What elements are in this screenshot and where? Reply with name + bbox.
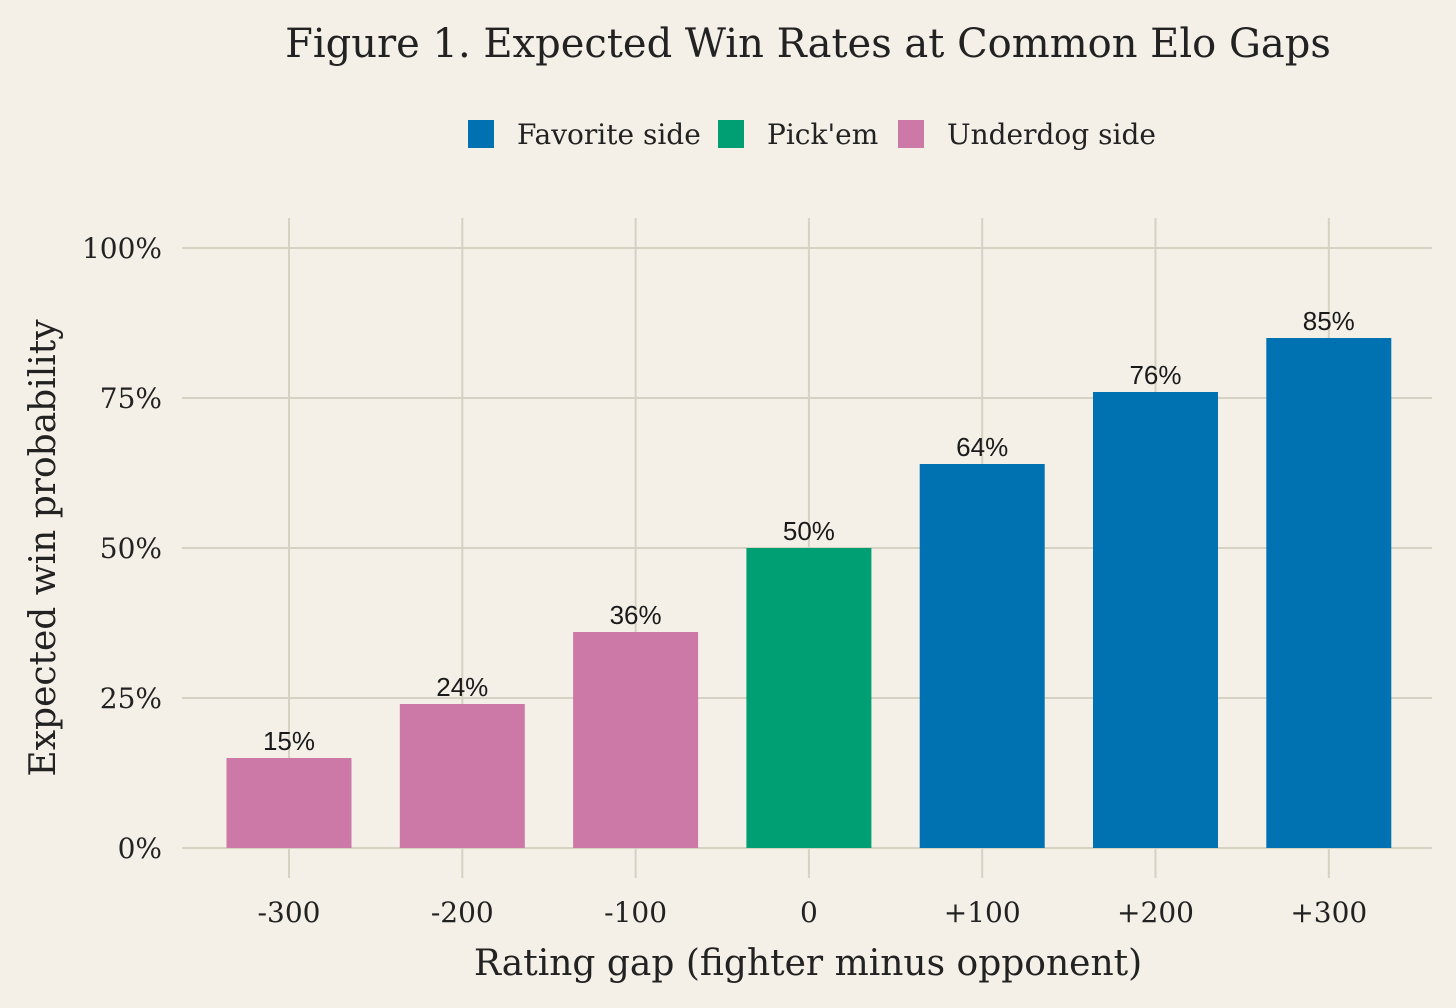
bar-value-label: 36% [610,600,662,630]
y-tick-label: 50% [100,532,162,565]
bar-value-label: 76% [1129,360,1181,390]
x-axis-ticks: -300 -200 -100 0 +100 +200 +300 [258,896,1368,929]
y-tick-label: 100% [82,232,162,265]
x-tick-label: +200 [1117,896,1194,929]
x-tick-label: -100 [604,896,667,929]
x-tick-label: 0 [800,896,818,929]
bar-+300 [1266,338,1392,848]
legend-label-underdog: Underdog side [947,118,1156,151]
y-axis-label: Expected win probability [23,319,64,777]
bar-value-label: 50% [783,516,835,546]
x-tick-label: +300 [1290,896,1367,929]
grid [182,218,1432,878]
legend-swatch-underdog [898,120,924,148]
bar-value-label: 85% [1303,306,1355,336]
x-axis-label: Rating gap (fighter minus opponent) [474,943,1142,984]
y-axis-ticks: 0% 25% 50% 75% 100% [82,232,162,865]
bar--300 [226,758,352,848]
bar--200 [399,704,525,848]
bar-+200 [1093,392,1218,848]
chart-title: Figure 1. Expected Win Rates at Common E… [285,21,1331,67]
legend-swatch-pickem [718,120,744,148]
y-tick-label: 75% [100,382,162,415]
bar--100 [573,632,699,848]
bar-value-label: 15% [263,726,315,756]
bar-0 [746,548,872,848]
legend-swatch-favorite [468,120,494,148]
x-tick-label: -200 [431,896,494,929]
x-tick-label: +100 [944,896,1021,929]
x-tick-label: -300 [258,896,321,929]
legend-label-favorite: Favorite side [517,118,701,151]
y-tick-label: 0% [118,832,162,865]
bar-+100 [919,464,1045,848]
bars: 15% 24% 36% 50% 64% 76% 85% [226,306,1392,848]
legend: Favorite side Pick'em Underdog side [468,118,1156,151]
bar-value-label: 24% [436,672,488,702]
y-tick-label: 25% [100,682,162,715]
legend-label-pickem: Pick'em [767,118,878,151]
bar-value-label: 64% [956,432,1008,462]
